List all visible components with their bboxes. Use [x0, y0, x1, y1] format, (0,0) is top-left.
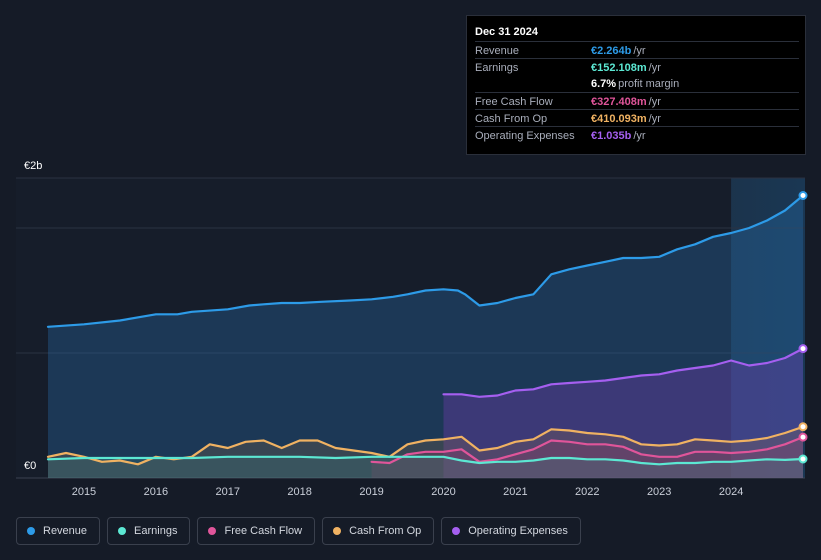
operating-expenses-area — [443, 348, 803, 478]
legend-label: Free Cash Flow — [224, 525, 303, 537]
legend-label: Operating Expenses — [468, 525, 568, 537]
legend-dot-icon — [118, 527, 127, 535]
tooltip-label: Operating Expenses — [475, 130, 575, 142]
tooltip-value-text: €2.264b — [591, 45, 632, 57]
tooltip-row-earnings: Earnings €152.108m/yr — [475, 58, 799, 76]
legend-dot-icon — [452, 527, 461, 535]
x-tick-label: 2020 — [431, 486, 455, 498]
legend-label: Revenue — [43, 525, 88, 537]
chart-svg: 2015 2016 2017 2018 2019 2020 2021 2022 2023 2024 — [16, 177, 808, 498]
tooltip-value: €410.093m/yr — [591, 113, 661, 125]
operating-expenses-line — [442, 347, 805, 398]
free-cash-flow-area — [371, 437, 803, 478]
tooltip-row-free-cash-flow: Free Cash Flow €327.408m/yr — [475, 92, 799, 110]
tooltip-label: Free Cash Flow — [475, 96, 553, 108]
tooltip-row-operating-expenses: Operating Expenses €1.035b/yr — [475, 126, 799, 144]
x-tick-label: 2023 — [647, 486, 671, 498]
free-cash-flow-end-dot — [798, 432, 808, 442]
background-layer — [16, 177, 805, 479]
revenue-end-dot — [798, 191, 808, 200]
y-axis-zero-label: €0 — [24, 460, 37, 472]
x-tick-label: 2019 — [359, 486, 383, 498]
x-tick-label: 2018 — [287, 486, 311, 498]
tooltip-date: Dec 31 2024 — [475, 26, 538, 38]
revenue-line — [46, 194, 805, 328]
legend-item-free-cash-flow[interactable]: Free Cash Flow — [197, 517, 316, 545]
legend-item-revenue[interactable]: Revenue — [16, 517, 101, 545]
tooltip-row-revenue: Revenue €2.264b/yr — [475, 41, 799, 59]
tooltip-label: Revenue — [475, 45, 520, 57]
tooltip-unit: /yr — [633, 130, 646, 142]
x-tick-label: 2024 — [719, 486, 743, 498]
line-layer — [46, 194, 805, 466]
operating-expenses-end-dot — [798, 344, 808, 354]
chart-legend: Revenue Earnings Free Cash Flow Cash Fro… — [16, 517, 588, 545]
tooltip-value: €152.108m/yr — [591, 62, 661, 74]
legend-dot-icon — [333, 527, 342, 535]
tooltip-panel: Dec 31 2024 Revenue €2.264b/yr Earnings … — [466, 15, 806, 155]
tooltip-value: €1.035b/yr — [591, 130, 646, 142]
end-dot-layer — [798, 191, 808, 464]
tooltip-value-text: €1.035b — [591, 130, 632, 142]
tooltip-label: Cash From Op — [475, 113, 548, 125]
revenue-area — [48, 195, 803, 478]
cash-from-op-end-dot — [798, 422, 808, 432]
y-axis-top-label: €2b — [24, 160, 43, 172]
x-tick-layer: 2015 2016 2017 2018 2019 2020 2021 2022 2023 2024 — [72, 486, 744, 498]
tooltip-value-text: €327.408m — [591, 96, 647, 108]
legend-label: Cash From Op — [349, 525, 422, 537]
tooltip-value-text: 6.7% — [591, 78, 617, 90]
tooltip-value: €327.408m/yr — [591, 96, 661, 108]
free-cash-flow-line — [370, 436, 805, 465]
earnings-area — [48, 456, 803, 478]
earnings-end-dot — [798, 454, 808, 464]
tooltip-unit: /yr — [648, 113, 661, 125]
legend-dot-icon — [27, 527, 35, 535]
tooltip-value-text: €410.093m — [591, 113, 647, 125]
tooltip-unit: /yr — [633, 45, 646, 57]
x-tick-label: 2015 — [72, 486, 96, 498]
tooltip-value: €2.264b/yr — [591, 45, 646, 57]
legend-label: Earnings — [134, 525, 178, 537]
legend-item-cash-from-op[interactable]: Cash From Op — [322, 517, 435, 545]
earnings-line — [46, 455, 805, 466]
tooltip-row-cash-from-op: Cash From Op €410.093m/yr — [475, 109, 799, 127]
tooltip-unit: /yr — [648, 62, 661, 74]
cash-from-op-line — [46, 425, 805, 466]
tooltip-row-margin: 6.7% profit margin — [475, 75, 799, 92]
tooltip-unit: /yr — [648, 96, 661, 108]
tooltip-label: Earnings — [475, 62, 519, 74]
tooltip-value-text: €152.108m — [591, 62, 647, 74]
x-tick-label: 2016 — [144, 486, 168, 498]
x-tick-label: 2017 — [216, 486, 240, 498]
legend-dot-icon — [208, 527, 217, 535]
x-tick-label: 2022 — [575, 486, 599, 498]
legend-item-earnings[interactable]: Earnings — [107, 517, 191, 545]
legend-item-operating-expenses[interactable]: Operating Expenses — [441, 517, 581, 545]
chart-area: 2015 2016 2017 2018 2019 2020 2021 2022 2023 2024… — [16, 160, 808, 498]
tooltip-unit: profit margin — [618, 78, 680, 90]
tooltip-value: 6.7% profit margin — [591, 78, 679, 90]
x-tick-label: 2021 — [503, 486, 527, 498]
